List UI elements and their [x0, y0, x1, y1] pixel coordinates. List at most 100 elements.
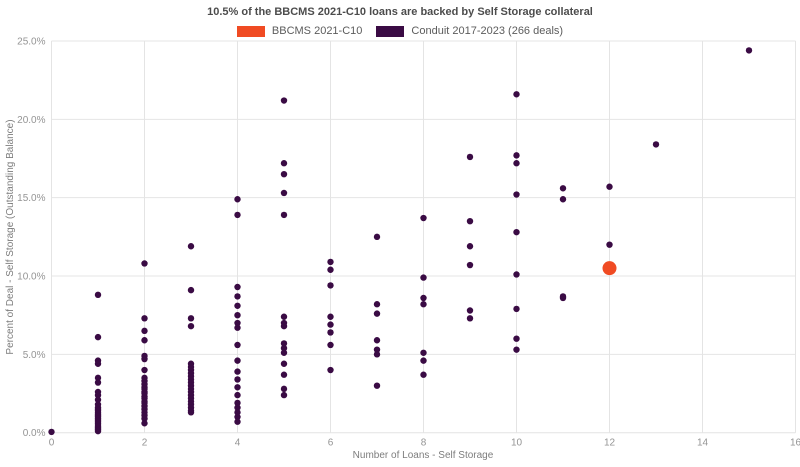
conduit-data-point[interactable] [513, 271, 520, 278]
conduit-data-point[interactable] [280, 211, 288, 219]
conduit-data-point[interactable] [234, 357, 241, 364]
conduit-data-point[interactable] [559, 196, 567, 203]
conduit-data-point[interactable] [420, 214, 427, 222]
conduit-data-point[interactable] [234, 409, 241, 416]
conduit-data-point[interactable] [234, 376, 241, 383]
conduit-data-point[interactable] [513, 152, 520, 159]
conduit-data-point[interactable] [420, 349, 427, 356]
conduit-data-point[interactable] [141, 355, 148, 363]
conduit-data-point[interactable] [234, 196, 241, 203]
conduit-data-point[interactable] [513, 305, 520, 313]
conduit-data-point[interactable] [141, 315, 148, 322]
conduit-data-point[interactable] [234, 384, 241, 391]
conduit-data-point[interactable] [513, 191, 520, 198]
conduit-data-point[interactable] [141, 327, 148, 335]
conduit-data-point[interactable] [280, 360, 288, 367]
conduit-data-point[interactable] [187, 286, 195, 294]
conduit-data-point[interactable] [234, 302, 241, 309]
conduit-data-point[interactable] [141, 337, 148, 344]
conduit-data-point[interactable] [94, 360, 102, 367]
conduit-data-point[interactable] [187, 322, 195, 330]
conduit-data-point[interactable] [94, 391, 102, 399]
conduit-data-point[interactable] [466, 307, 474, 314]
conduit-data-point[interactable] [280, 371, 288, 378]
conduit-data-point[interactable] [141, 415, 148, 422]
conduit-data-point[interactable] [373, 382, 381, 389]
conduit-data-point[interactable] [466, 217, 474, 225]
conduit-data-point[interactable] [48, 428, 55, 436]
conduit-data-point[interactable] [94, 333, 102, 341]
conduit-data-point[interactable] [559, 294, 567, 302]
legend-item-conduit[interactable]: Conduit 2017-2023 (266 deals) [376, 25, 563, 37]
conduit-data-point[interactable] [466, 261, 474, 269]
conduit-data-point[interactable] [280, 391, 288, 399]
conduit-data-point[interactable] [187, 409, 195, 416]
conduit-data-point[interactable] [420, 294, 427, 302]
conduit-data-point[interactable] [466, 243, 474, 250]
conduit-data-point[interactable] [280, 385, 288, 393]
conduit-data-point[interactable] [234, 283, 241, 291]
conduit-data-point[interactable] [234, 413, 241, 421]
conduit-data-point[interactable] [373, 337, 381, 344]
conduit-data-point[interactable] [280, 160, 288, 167]
conduit-data-point[interactable] [745, 47, 753, 54]
conduit-data-point[interactable] [327, 313, 334, 320]
conduit-data-point[interactable] [513, 346, 520, 353]
conduit-data-point[interactable] [234, 311, 241, 319]
conduit-data-point[interactable] [327, 282, 334, 289]
conduit-data-point[interactable] [513, 228, 520, 236]
conduit-data-point[interactable] [513, 335, 520, 342]
conduit-data-point[interactable] [141, 366, 148, 374]
conduit-data-point[interactable] [327, 366, 334, 374]
conduit-data-point[interactable] [652, 141, 660, 148]
conduit-data-point[interactable] [327, 329, 334, 336]
conduit-data-point[interactable] [280, 340, 288, 347]
conduit-data-point[interactable] [513, 91, 520, 98]
conduit-data-point[interactable] [280, 313, 288, 320]
conduit-data-point[interactable] [606, 183, 613, 190]
conduit-data-point[interactable] [280, 170, 288, 178]
conduit-data-point[interactable] [94, 291, 102, 299]
conduit-data-point[interactable] [280, 189, 288, 197]
conduit-data-point[interactable] [234, 319, 241, 327]
conduit-data-point[interactable] [94, 379, 102, 386]
conduit-data-point[interactable] [234, 324, 241, 331]
conduit-data-point[interactable] [234, 368, 241, 375]
conduit-data-point[interactable] [606, 241, 613, 248]
conduit-data-point[interactable] [280, 344, 288, 352]
conduit-data-point[interactable] [234, 293, 241, 300]
conduit-data-point[interactable] [141, 420, 148, 427]
conduit-data-point[interactable] [234, 391, 241, 399]
conduit-data-point[interactable] [373, 301, 381, 308]
conduit-data-point[interactable] [373, 310, 381, 317]
conduit-data-point[interactable] [420, 357, 427, 364]
conduit-data-point[interactable] [420, 274, 427, 281]
conduit-data-point[interactable] [94, 427, 102, 435]
conduit-data-point[interactable] [373, 346, 381, 353]
conduit-data-point[interactable] [327, 258, 334, 266]
conduit-data-point[interactable] [373, 351, 381, 358]
conduit-data-point[interactable] [234, 399, 241, 407]
conduit-data-point[interactable] [280, 322, 288, 330]
bbcms-data-point[interactable] [602, 261, 617, 276]
conduit-data-point[interactable] [234, 404, 241, 411]
conduit-data-point[interactable] [327, 266, 334, 273]
conduit-data-point[interactable] [420, 301, 427, 308]
conduit-data-point[interactable] [234, 211, 241, 219]
conduit-data-point[interactable] [559, 185, 567, 192]
conduit-data-point[interactable] [94, 396, 102, 403]
legend-item-bbcms[interactable]: BBCMS 2021-C10 [236, 25, 362, 37]
conduit-data-point[interactable] [94, 374, 102, 382]
conduit-data-point[interactable] [466, 315, 474, 322]
conduit-data-point[interactable] [466, 153, 474, 161]
conduit-data-point[interactable] [141, 260, 148, 267]
conduit-data-point[interactable] [234, 341, 241, 349]
conduit-data-point[interactable] [327, 321, 334, 328]
conduit-data-point[interactable] [187, 243, 195, 250]
conduit-data-point[interactable] [327, 341, 334, 349]
conduit-data-point[interactable] [373, 233, 381, 241]
conduit-data-point[interactable] [513, 160, 520, 167]
conduit-data-point[interactable] [280, 97, 288, 104]
conduit-data-point[interactable] [187, 315, 195, 322]
conduit-data-point[interactable] [420, 371, 427, 378]
